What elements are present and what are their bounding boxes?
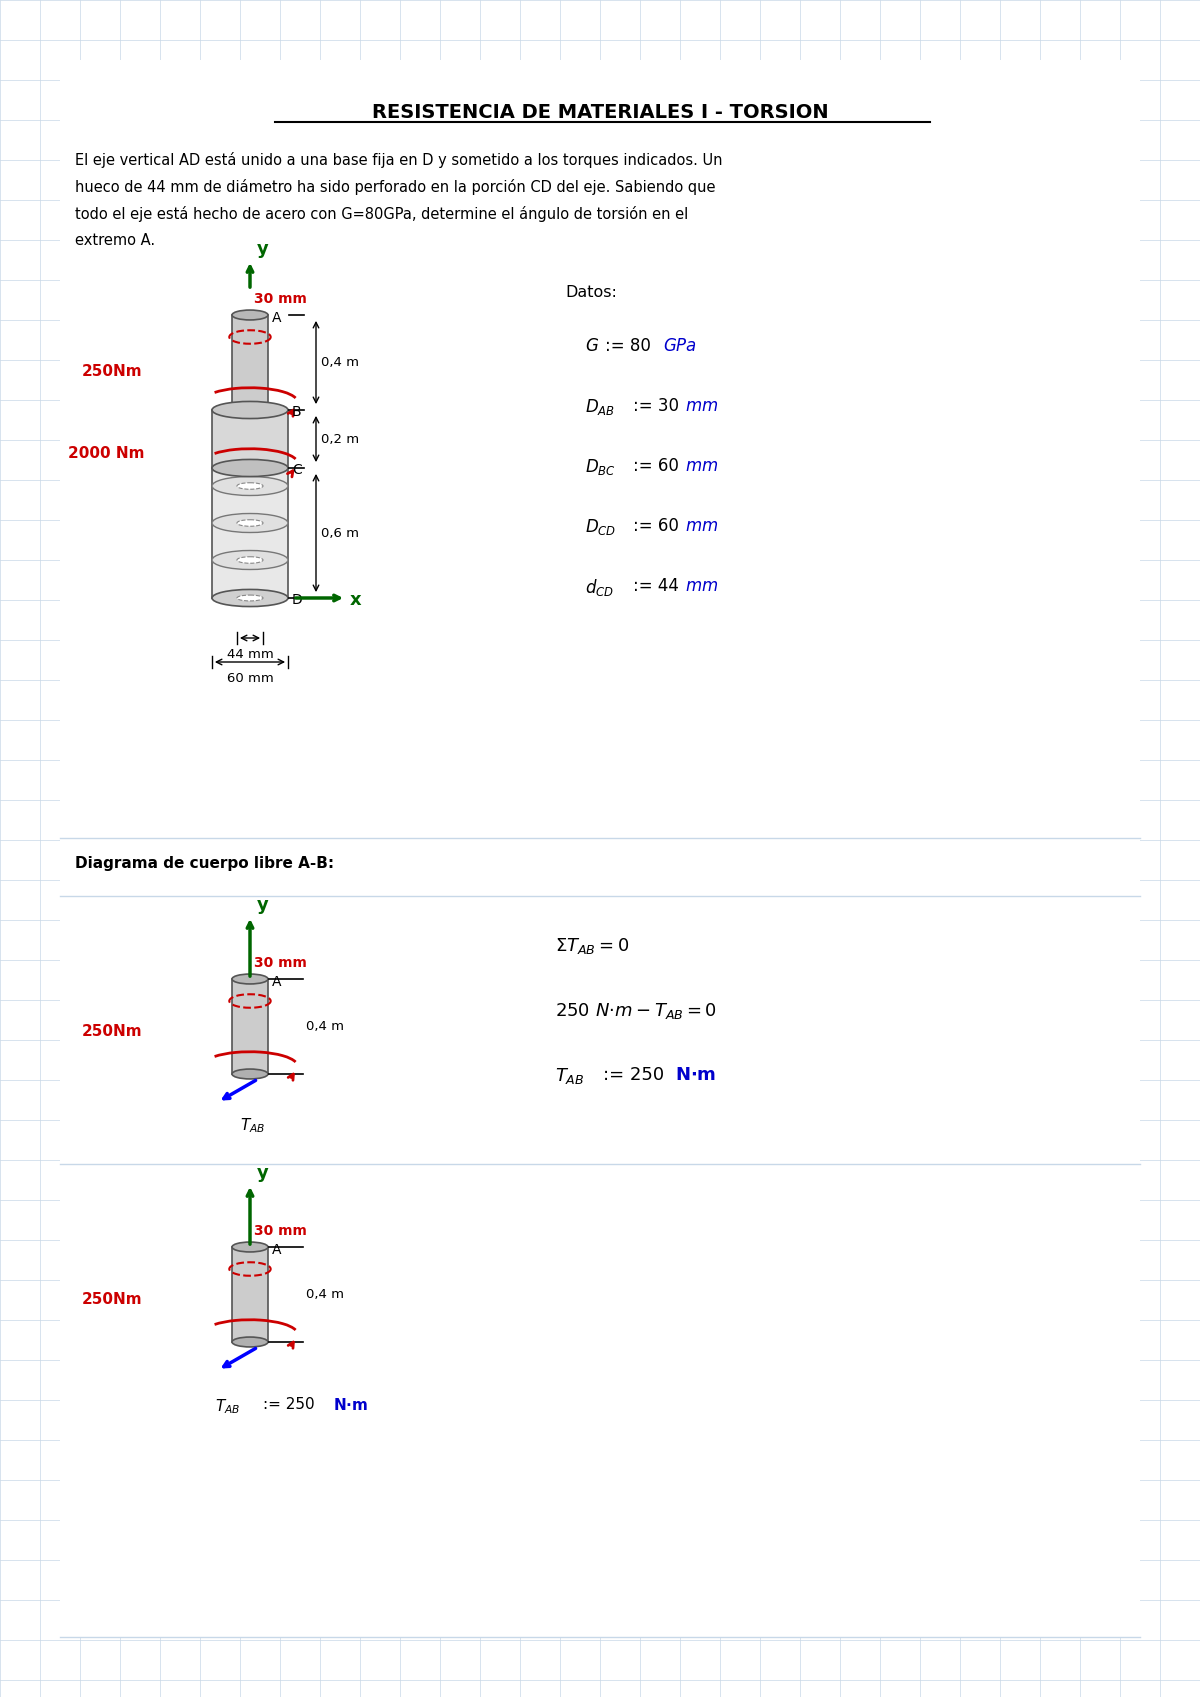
Text: extremo A.: extremo A. <box>74 232 155 248</box>
Ellipse shape <box>212 460 288 477</box>
Text: := 60: := 60 <box>634 518 679 535</box>
Text: A: A <box>272 1242 282 1257</box>
Text: $\mathit{mm}$: $\mathit{mm}$ <box>685 456 719 475</box>
Text: 60 mm: 60 mm <box>227 672 274 686</box>
Text: B: B <box>292 406 301 419</box>
Text: $\mathit{mm}$: $\mathit{mm}$ <box>685 397 719 416</box>
Text: := 60: := 60 <box>634 456 679 475</box>
Bar <box>212 411 288 468</box>
Text: x: x <box>350 591 361 609</box>
Text: := 80: := 80 <box>605 338 650 355</box>
Text: y: y <box>257 1164 269 1183</box>
Text: 30 mm: 30 mm <box>254 292 307 305</box>
Bar <box>232 316 268 411</box>
Ellipse shape <box>232 1242 268 1252</box>
Text: D: D <box>292 592 302 608</box>
Text: $T_{AB}$: $T_{AB}$ <box>554 1066 584 1086</box>
Ellipse shape <box>232 406 268 416</box>
Text: C: C <box>292 463 301 477</box>
Ellipse shape <box>212 589 288 606</box>
Text: 250Nm: 250Nm <box>82 1293 143 1307</box>
Text: 0,4 m: 0,4 m <box>306 1020 344 1033</box>
Text: $250\ N{\cdot}m - T_{AB} = 0$: $250\ N{\cdot}m - T_{AB} = 0$ <box>554 1001 716 1022</box>
Text: $T_{AB}$: $T_{AB}$ <box>240 1117 265 1135</box>
Text: $d_{CD}$: $d_{CD}$ <box>586 577 614 597</box>
Text: $D_{CD}$: $D_{CD}$ <box>586 518 617 536</box>
Ellipse shape <box>232 1069 268 1079</box>
Text: hueco de 44 mm de diámetro ha sido perforado en la porción CD del eje. Sabiendo : hueco de 44 mm de diámetro ha sido perfo… <box>74 178 715 195</box>
Text: $G$: $G$ <box>586 338 599 355</box>
Ellipse shape <box>238 482 263 489</box>
Text: 30 mm: 30 mm <box>254 955 307 971</box>
Text: := 250: := 250 <box>604 1066 664 1084</box>
Text: $D_{AB}$: $D_{AB}$ <box>586 397 616 417</box>
Text: := 250: := 250 <box>263 1397 314 1412</box>
Text: 0,6 m: 0,6 m <box>322 526 359 540</box>
Ellipse shape <box>232 1337 268 1347</box>
Text: 250Nm: 250Nm <box>82 1025 143 1040</box>
Text: := 30: := 30 <box>634 397 679 416</box>
Text: $\Sigma T_{AB}=0$: $\Sigma T_{AB}=0$ <box>554 937 629 955</box>
Text: Diagrama de cuerpo libre A-B:: Diagrama de cuerpo libre A-B: <box>74 855 334 871</box>
Text: 0,2 m: 0,2 m <box>322 433 359 446</box>
Bar <box>232 1247 268 1342</box>
Text: 30 mm: 30 mm <box>254 1224 307 1239</box>
Text: y: y <box>257 239 269 258</box>
Text: y: y <box>257 896 269 915</box>
Ellipse shape <box>212 550 288 570</box>
Bar <box>232 979 268 1074</box>
Text: 2000 Nm: 2000 Nm <box>68 446 144 462</box>
Ellipse shape <box>238 519 263 526</box>
Text: $\mathit{mm}$: $\mathit{mm}$ <box>685 577 719 596</box>
Text: := 44: := 44 <box>634 577 679 596</box>
Text: 0,4 m: 0,4 m <box>322 356 359 368</box>
Text: $\mathbf{N{\cdot}m}$: $\mathbf{N{\cdot}m}$ <box>674 1066 716 1084</box>
Ellipse shape <box>212 402 288 419</box>
Text: Datos:: Datos: <box>565 285 617 300</box>
Text: A: A <box>272 976 282 989</box>
Text: $\mathit{GPa}$: $\mathit{GPa}$ <box>662 338 697 355</box>
Ellipse shape <box>212 514 288 533</box>
Text: $\mathit{mm}$: $\mathit{mm}$ <box>685 518 719 535</box>
Bar <box>212 468 288 597</box>
Ellipse shape <box>238 596 263 601</box>
Ellipse shape <box>238 557 263 563</box>
Text: 44 mm: 44 mm <box>227 648 274 662</box>
Ellipse shape <box>232 311 268 321</box>
Text: A: A <box>272 311 282 326</box>
Text: 250Nm: 250Nm <box>82 365 143 380</box>
Text: $D_{BC}$: $D_{BC}$ <box>586 456 616 477</box>
Text: $\mathbf{N{\cdot}m}$: $\mathbf{N{\cdot}m}$ <box>334 1397 368 1414</box>
Text: RESISTENCIA DE MATERIALES I - TORSION: RESISTENCIA DE MATERIALES I - TORSION <box>372 104 828 122</box>
Ellipse shape <box>232 974 268 984</box>
Text: 0,4 m: 0,4 m <box>306 1288 344 1302</box>
Text: El eje vertical AD está unido a una base fija en D y sometido a los torques indi: El eje vertical AD está unido a una base… <box>74 153 722 168</box>
Text: $T_{AB}$: $T_{AB}$ <box>215 1397 240 1415</box>
Text: todo el eje está hecho de acero con G=80GPa, determine el ángulo de torsión en e: todo el eje está hecho de acero con G=80… <box>74 205 689 222</box>
Ellipse shape <box>212 477 288 496</box>
